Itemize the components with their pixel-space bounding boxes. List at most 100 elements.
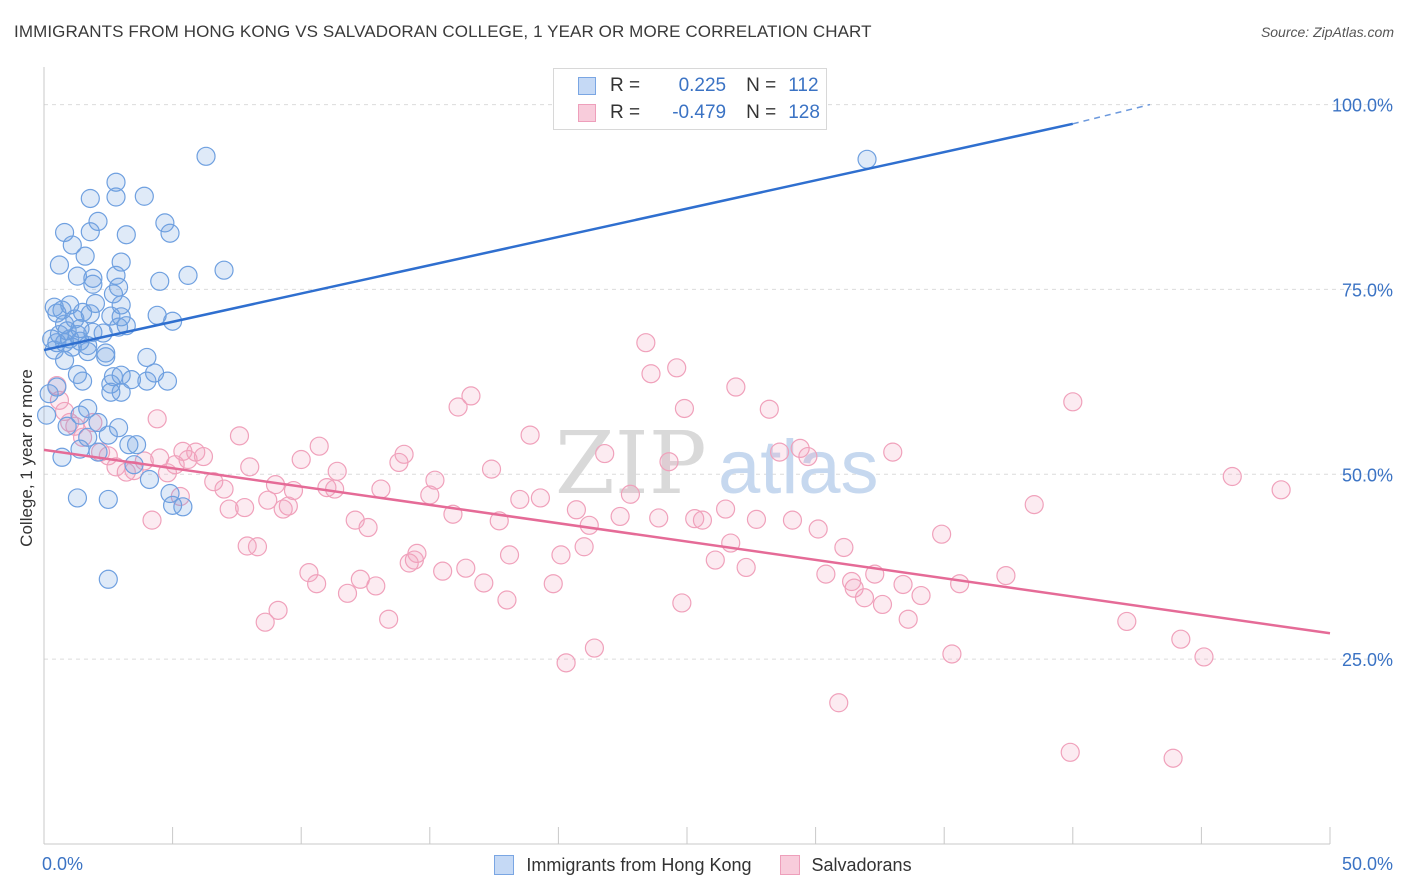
legend-n-value: 112 <box>788 75 819 96</box>
legend-swatch-blue <box>578 77 596 95</box>
salvadoran-point <box>433 561 453 581</box>
legend-label-salvadorans: Salvadorans <box>811 854 912 875</box>
salvadoran-point <box>715 499 736 519</box>
hong-kong-point <box>67 488 88 508</box>
salvadoran-point <box>736 557 756 578</box>
salvadoran-point <box>782 510 803 530</box>
salvadoran-point <box>893 574 913 595</box>
salvadoran-point <box>530 488 550 508</box>
hong-kong-point <box>62 235 82 255</box>
salvadoran-point <box>1063 392 1083 412</box>
salvadoran-point <box>674 398 695 419</box>
salvadoran-point <box>325 479 345 499</box>
salvadoran-point <box>1117 611 1137 632</box>
hong-kong-point <box>75 246 95 266</box>
salvadoran-point <box>309 436 329 456</box>
legend-swatch-pink <box>578 104 596 122</box>
watermark-atlas: atlas <box>718 425 879 510</box>
series-legend: Immigrants from Hong Kong Salvadorans <box>0 852 1406 878</box>
salvadoran-point <box>255 612 275 632</box>
salvadoran-point <box>551 545 571 565</box>
hong-kong-point <box>47 377 67 397</box>
hong-kong-point <box>72 302 93 322</box>
salvadoran-point <box>705 550 725 570</box>
x-tick-label: 0.0% <box>42 854 83 874</box>
salvadoran-point <box>219 499 239 519</box>
salvadoran-point <box>685 509 705 529</box>
salvadoran-point <box>834 537 854 558</box>
hong-kong-point <box>83 268 103 288</box>
chart-title: IMMIGRANTS FROM HONG KONG VS SALVADORAN … <box>14 22 872 41</box>
salvadoran-point <box>911 585 931 606</box>
legend-item-salvadorans[interactable]: Salvadorans <box>779 854 912 876</box>
hong-kong-point <box>88 211 108 232</box>
y-tick-label: 100.0% <box>1332 96 1393 116</box>
hong-kong-point <box>39 384 59 404</box>
salvadoran-point <box>1171 629 1191 649</box>
hong-kong-point <box>857 149 877 169</box>
legend-row-hong-kong: R = 0.225 N = 112 <box>578 74 819 98</box>
legend-label-hong-kong: Immigrants from Hong Kong <box>526 854 752 875</box>
hong-kong-point <box>106 187 126 207</box>
salvadoran-point <box>425 470 445 490</box>
hong-kong-point <box>106 172 126 192</box>
salvadoran-point <box>147 409 167 429</box>
salvadoran-point <box>844 578 864 598</box>
y-tick-label: 50.0% <box>1342 465 1393 485</box>
salvadoran-point <box>942 644 962 664</box>
legend-item-hong-kong[interactable]: Immigrants from Hong Kong <box>494 854 752 876</box>
hong-kong-point <box>80 222 100 242</box>
salvadoran-point <box>1271 480 1291 500</box>
hong-kong-point <box>49 255 70 275</box>
hong-kong-point <box>119 435 139 455</box>
hong-kong-point <box>116 225 136 245</box>
salvadoran-point <box>371 479 391 499</box>
salvadoran-point <box>358 517 378 538</box>
salvadoran-point <box>173 441 193 461</box>
salvadoran-point <box>649 508 669 528</box>
hong-kong-point <box>150 271 170 291</box>
salvadoran-point <box>258 490 278 510</box>
salvadoran-point <box>883 442 903 462</box>
salvadoran-point <box>584 638 605 658</box>
salvadoran-point <box>610 506 630 527</box>
salvadoran-point <box>448 397 468 417</box>
hong-kong-point <box>98 489 118 510</box>
y-tick-label: 25.0% <box>1342 650 1393 670</box>
salvadoran-point <box>499 545 520 565</box>
hong-kong-point <box>80 304 100 324</box>
hong-kong-point <box>108 418 129 438</box>
salvadoran-point <box>273 499 293 519</box>
legend-n-value: 128 <box>788 102 820 123</box>
salvadoran-point <box>299 563 319 583</box>
salvadoran-point <box>214 479 234 499</box>
x-tick-label: 50.0% <box>1342 854 1393 874</box>
salvadoran-point <box>1060 742 1080 762</box>
salvadoran-point <box>481 459 502 479</box>
salvadoran-point <box>872 594 893 615</box>
hong-kong-point <box>101 306 121 326</box>
salvadoran-point <box>456 558 476 578</box>
salvadoran-point <box>556 653 576 673</box>
salvadoran-point <box>399 553 419 573</box>
salvadoran-point <box>497 590 517 610</box>
hong-kong-point <box>70 405 90 425</box>
salvadoran-point <box>229 426 250 446</box>
hong-kong-point <box>103 367 124 387</box>
salvadoran-point <box>1163 748 1183 768</box>
salvadoran-point <box>268 600 288 620</box>
salvadoran-point <box>667 358 687 378</box>
watermark: ZIP atlas <box>555 414 879 514</box>
hong-kong-point <box>101 374 121 394</box>
hong-kong-point <box>65 309 85 329</box>
salvadoran-point <box>566 500 587 520</box>
salvadoran-point <box>574 537 594 557</box>
legend-swatch-pink <box>779 855 800 875</box>
salvadoran-point <box>65 416 85 436</box>
salvadoran-point <box>854 588 875 608</box>
salvadoran-point <box>898 609 918 629</box>
salvadoran-point <box>461 386 481 406</box>
salvadoran-point <box>327 461 347 481</box>
salvadoran-point <box>204 472 224 492</box>
